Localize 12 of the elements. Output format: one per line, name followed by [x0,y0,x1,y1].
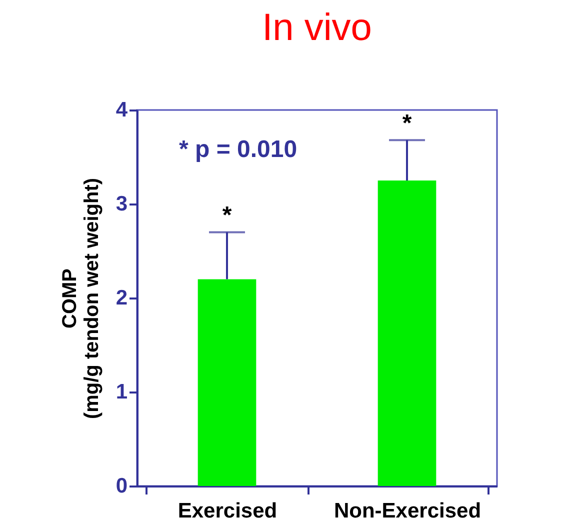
annotation: * p = 0.010 [179,136,298,163]
x-tick-label: Non-Exercised [334,500,482,522]
x-tick-label: Exercised [178,500,278,522]
y-tick-label: 0 [116,474,128,498]
annotation: * [222,202,232,230]
y-tick-label: 4 [116,98,128,122]
y-tick-label: 2 [116,286,128,310]
y-axis-title: COMP (mg/g tendon wet weight) [58,178,103,420]
chart-title: In vivo [262,7,372,49]
annotation: * [402,110,412,138]
y-tick-label: 3 [116,192,128,216]
y-tick-label: 1 [116,380,128,404]
